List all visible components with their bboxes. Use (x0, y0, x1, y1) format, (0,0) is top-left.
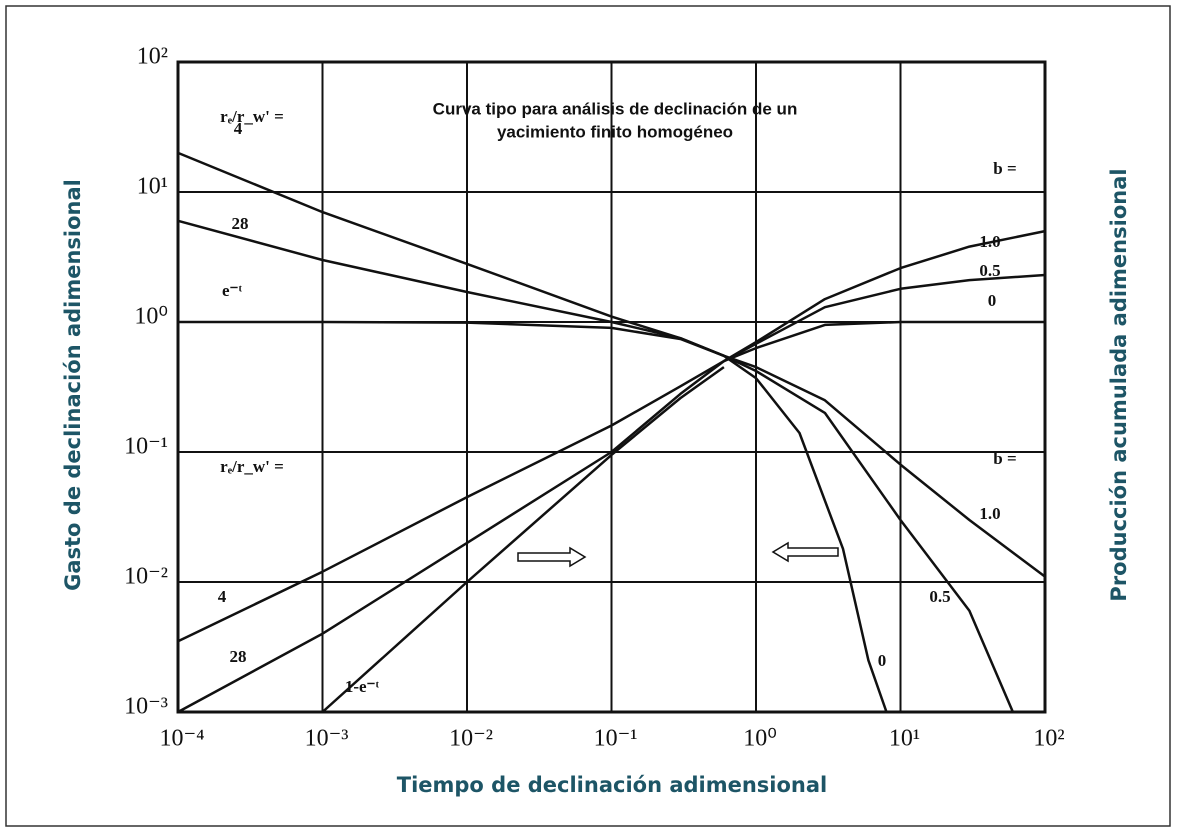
y-tick-label: 10¹ (137, 174, 168, 200)
curve-label: 4 (218, 587, 227, 606)
curve-label: 0.5 (979, 261, 1000, 280)
annotation: rₑ/r_w' = (220, 457, 284, 476)
curve-label: 28 (232, 214, 249, 233)
y2-axis-label: Producción acumulada adimensional (1107, 168, 1131, 601)
x-tick-label: 10⁻¹ (594, 726, 638, 752)
curve-label: e⁻ᵗ (222, 281, 243, 300)
x-tick-label: 10⁻³ (305, 726, 349, 752)
curve (177, 360, 725, 714)
x-tick-label: 10² (1033, 726, 1064, 752)
curve-label: 0 (878, 651, 887, 670)
x-tick-label: 10⁰ (743, 726, 777, 752)
curve (723, 354, 888, 713)
y-axis-label: Gasto de declinación adimensional (61, 179, 85, 591)
y-tick-label: 10² (137, 44, 168, 70)
chart-title: yacimiento finito homogéneo (497, 122, 733, 141)
curve (723, 273, 1046, 363)
x-tick-label: 10⁻⁴ (159, 726, 204, 752)
x-axis-label: Tiempo de declinación adimensional (397, 773, 828, 797)
frame (5, 5, 1171, 827)
y-tick-label: 10⁻³ (124, 694, 168, 720)
curve-label: 1-e⁻ᵗ (345, 677, 380, 696)
annotation: b = (993, 159, 1016, 178)
curve-label: 0.5 (929, 587, 950, 606)
curve (321, 366, 725, 713)
plot-border (176, 60, 1047, 714)
curve (178, 320, 725, 357)
curve (177, 360, 725, 643)
curve-label: 1.0 (979, 504, 1000, 523)
annotation: b = (993, 449, 1016, 468)
arrow (771, 541, 839, 563)
x-tick-label: 10¹ (889, 726, 920, 752)
curve-label: 0 (988, 291, 997, 310)
curve-label: 28 (230, 647, 247, 666)
curve (723, 354, 1015, 713)
curve (723, 320, 1045, 363)
curve-label: 4 (234, 119, 243, 138)
annotation: rₑ/r_w' = (220, 107, 284, 126)
curve (723, 354, 1046, 578)
y-tick-label: 10⁻¹ (124, 434, 168, 460)
arrow (517, 546, 587, 568)
y-tick-label: 10⁰ (134, 304, 168, 330)
y-tick-label: 10⁻² (124, 564, 168, 590)
curve-label: 1.0 (979, 232, 1000, 251)
x-tick-label: 10⁻² (449, 726, 493, 752)
chart-title: Curva tipo para análisis de declinación … (433, 99, 798, 118)
